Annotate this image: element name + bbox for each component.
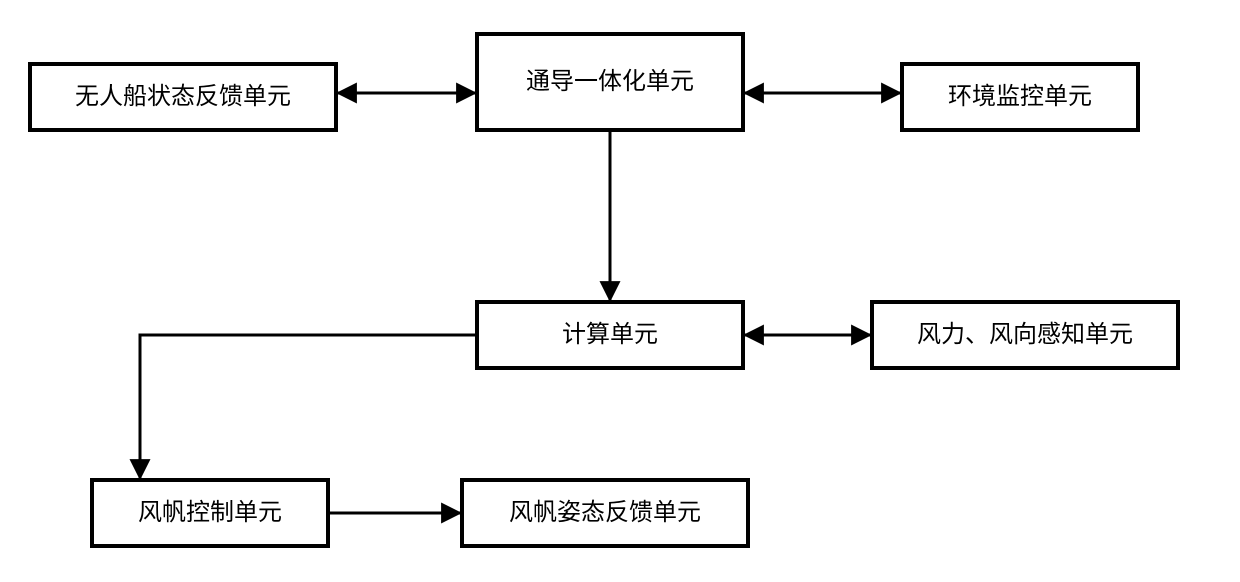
node-calc: 计算单元 [475, 300, 745, 370]
node-feedback: 无人船状态反馈单元 [28, 62, 338, 132]
node-wind-sense: 风力、风向感知单元 [870, 300, 1180, 370]
node-label: 通导一体化单元 [526, 66, 694, 98]
node-label: 风帆控制单元 [138, 497, 282, 529]
node-sail-fb: 风帆姿态反馈单元 [460, 478, 750, 548]
node-env: 环境监控单元 [900, 62, 1140, 132]
node-label: 风力、风向感知单元 [917, 319, 1133, 351]
edge-calc-sailctrl [140, 335, 475, 478]
node-label: 计算单元 [562, 319, 658, 351]
node-nav: 通导一体化单元 [475, 32, 745, 132]
node-sail-ctrl: 风帆控制单元 [90, 478, 330, 548]
node-label: 环境监控单元 [948, 81, 1092, 113]
node-label: 无人船状态反馈单元 [75, 81, 291, 113]
node-label: 风帆姿态反馈单元 [509, 497, 701, 529]
